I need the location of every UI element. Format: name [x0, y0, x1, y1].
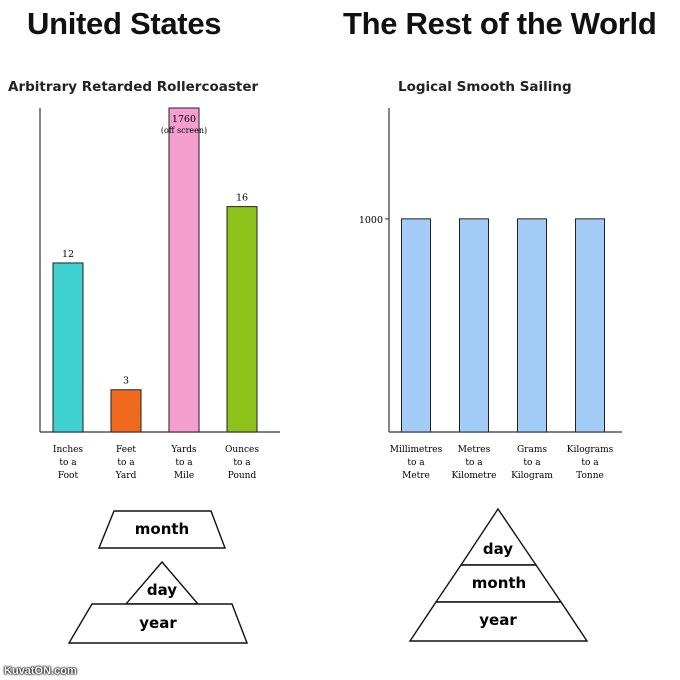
world-category-label-3: Grams — [517, 445, 547, 455]
us-bar-4 — [226, 206, 258, 433]
us-category-label-2: Feet — [116, 445, 136, 455]
us-data-label-3: 1760 — [172, 114, 196, 125]
world-bar-2 — [459, 218, 489, 433]
us-category-label-3: to a — [175, 458, 193, 468]
world-category-label-1: Millimetres — [390, 445, 443, 455]
world-y-tick-label: 1000 — [359, 215, 383, 226]
world-bar-4 — [575, 218, 605, 433]
pyramid-world: day month year — [408, 507, 589, 642]
pyramid-us-middle-label: day — [147, 581, 177, 599]
pyramid-us-bottom-segment — [67, 603, 249, 644]
us-category-label-2: to a — [117, 458, 135, 468]
chart-us-units: 12 Inches to a Foot 3 Feet to a Yard 1760(off sc… — [39, 107, 280, 481]
us-bar-3 — [168, 107, 200, 433]
watermark: KuvatON.com — [4, 665, 77, 677]
us-offscreen-note: (off screen) — [161, 126, 207, 135]
world-category-label-4: Tonne — [576, 471, 604, 481]
pyramid-us-top-label: month — [135, 520, 189, 538]
chart-title-world: Logical Smooth Sailing — [398, 79, 572, 95]
us-data-label-1: 12 — [62, 249, 74, 260]
us-data-label-2: 3 — [123, 376, 129, 387]
chart-metric-units: 1000 Millimetres to a Metre Metres to a Kilome… — [359, 108, 622, 481]
world-bar-1 — [401, 218, 431, 433]
pyramid-us: month day year — [67, 510, 249, 644]
world-category-label-1: Metre — [402, 471, 430, 481]
us-bar-1 — [52, 262, 84, 433]
world-category-label-4: Kilograms — [567, 445, 614, 455]
us-bar-2 — [110, 389, 142, 433]
pyramid-world-bottom-segment — [408, 601, 589, 642]
us-category-label-2: Yard — [115, 471, 137, 481]
heading-united-states: United States — [27, 6, 222, 41]
world-bar-3 — [517, 218, 547, 433]
world-category-label-1: to a — [407, 458, 425, 468]
us-category-label-4: to a — [233, 458, 251, 468]
us-category-label-1: to a — [59, 458, 77, 468]
pyramid-world-middle-label: month — [472, 574, 526, 592]
us-category-label-4: Ounces — [225, 445, 259, 455]
us-category-label-4: Pound — [228, 471, 257, 481]
us-category-label-1: Inches — [53, 445, 84, 455]
us-category-label-3: Mile — [174, 471, 194, 481]
us-data-label-4: 16 — [236, 193, 248, 204]
pyramid-world-top-label: day — [483, 540, 513, 558]
world-category-label-3: Kilogram — [511, 471, 553, 481]
heading-rest-of-world: The Rest of the World — [343, 6, 657, 41]
us-category-label-3: Yards — [170, 445, 197, 455]
world-category-label-3: to a — [523, 458, 541, 468]
world-category-label-2: Kilometre — [451, 471, 496, 481]
pyramid-world-bottom-label: year — [479, 611, 517, 629]
us-category-label-1: Foot — [58, 471, 79, 481]
world-category-label-2: to a — [465, 458, 483, 468]
chart-title-us: Arbitrary Retarded Rollercoaster — [8, 79, 259, 95]
pyramid-us-bottom-label: year — [139, 614, 177, 632]
world-category-label-4: to a — [581, 458, 599, 468]
world-category-label-2: Metres — [458, 445, 491, 455]
pyramid-us-top-segment — [97, 510, 227, 549]
